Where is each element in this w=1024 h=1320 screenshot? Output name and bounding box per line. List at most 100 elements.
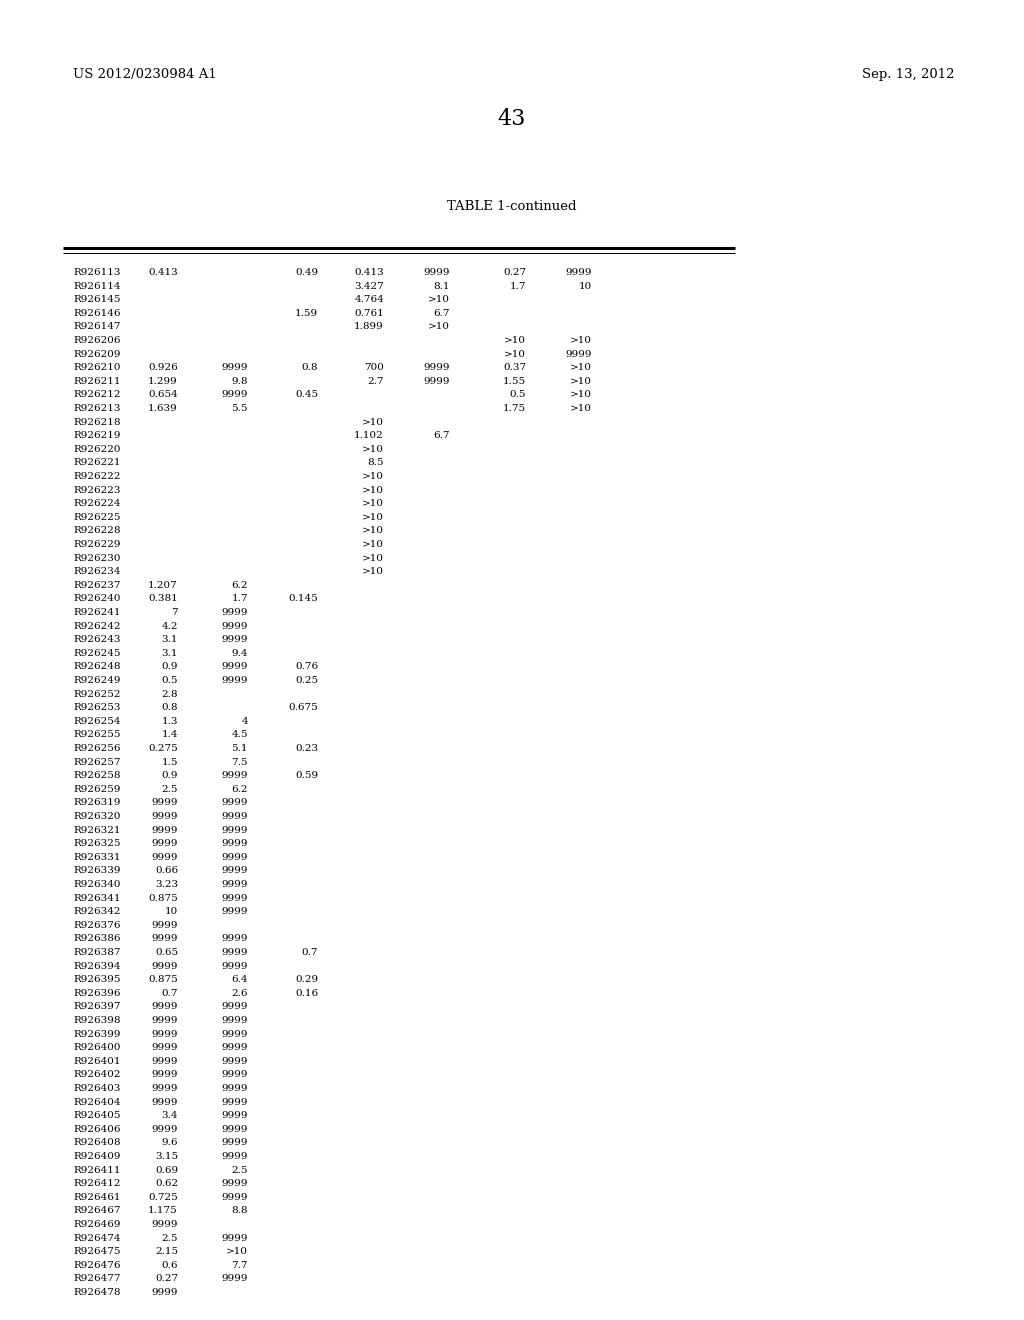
Text: 1.75: 1.75	[503, 404, 526, 413]
Text: R926404: R926404	[73, 1098, 121, 1106]
Text: >10: >10	[362, 540, 384, 549]
Text: R926113: R926113	[73, 268, 121, 277]
Text: 0.9: 0.9	[162, 771, 178, 780]
Text: 9999: 9999	[565, 268, 592, 277]
Text: 0.8: 0.8	[301, 363, 318, 372]
Text: 0.275: 0.275	[148, 744, 178, 752]
Text: 9999: 9999	[152, 1084, 178, 1093]
Text: R926340: R926340	[73, 880, 121, 888]
Text: 9999: 9999	[221, 363, 248, 372]
Text: 9999: 9999	[424, 376, 450, 385]
Text: 5.1: 5.1	[231, 744, 248, 752]
Text: R926206: R926206	[73, 337, 121, 345]
Text: 9999: 9999	[221, 1002, 248, 1011]
Text: 9999: 9999	[152, 1030, 178, 1039]
Text: 9.6: 9.6	[162, 1138, 178, 1147]
Text: R926395: R926395	[73, 975, 121, 985]
Text: >10: >10	[362, 499, 384, 508]
Text: 8.1: 8.1	[433, 281, 450, 290]
Text: 0.23: 0.23	[295, 744, 318, 752]
Text: 3.1: 3.1	[162, 635, 178, 644]
Text: TABLE 1-continued: TABLE 1-continued	[447, 201, 577, 213]
Text: 8.5: 8.5	[368, 458, 384, 467]
Text: 0.29: 0.29	[295, 975, 318, 985]
Text: 2.5: 2.5	[162, 785, 178, 793]
Text: 0.654: 0.654	[148, 391, 178, 400]
Text: 6.7: 6.7	[433, 309, 450, 318]
Text: 3.1: 3.1	[162, 649, 178, 657]
Text: 9999: 9999	[221, 1274, 248, 1283]
Text: 0.675: 0.675	[288, 704, 318, 713]
Text: 9999: 9999	[221, 840, 248, 849]
Text: 0.725: 0.725	[148, 1193, 178, 1201]
Text: R926221: R926221	[73, 458, 121, 467]
Text: R926209: R926209	[73, 350, 121, 359]
Text: R926258: R926258	[73, 771, 121, 780]
Text: 9999: 9999	[221, 1043, 248, 1052]
Text: 0.413: 0.413	[354, 268, 384, 277]
Text: R926475: R926475	[73, 1247, 121, 1257]
Text: 2.8: 2.8	[162, 689, 178, 698]
Text: 2.5: 2.5	[162, 1234, 178, 1242]
Text: R926254: R926254	[73, 717, 121, 726]
Text: 1.207: 1.207	[148, 581, 178, 590]
Text: 0.145: 0.145	[288, 594, 318, 603]
Text: R926252: R926252	[73, 689, 121, 698]
Text: R926400: R926400	[73, 1043, 121, 1052]
Text: 0.25: 0.25	[295, 676, 318, 685]
Text: R926476: R926476	[73, 1261, 121, 1270]
Text: 10: 10	[579, 281, 592, 290]
Text: 4.2: 4.2	[162, 622, 178, 631]
Text: 9999: 9999	[221, 853, 248, 862]
Text: R926331: R926331	[73, 853, 121, 862]
Text: 9999: 9999	[152, 853, 178, 862]
Text: 0.62: 0.62	[155, 1179, 178, 1188]
Text: 1.7: 1.7	[510, 281, 526, 290]
Text: R926398: R926398	[73, 1016, 121, 1026]
Text: R926409: R926409	[73, 1152, 121, 1162]
Text: 9999: 9999	[221, 894, 248, 903]
Text: 0.76: 0.76	[295, 663, 318, 672]
Text: R926147: R926147	[73, 322, 121, 331]
Text: 9999: 9999	[424, 268, 450, 277]
Text: 2.6: 2.6	[231, 989, 248, 998]
Text: 9999: 9999	[152, 1071, 178, 1080]
Text: 7.7: 7.7	[231, 1261, 248, 1270]
Text: >10: >10	[362, 553, 384, 562]
Text: 0.49: 0.49	[295, 268, 318, 277]
Text: 9999: 9999	[152, 812, 178, 821]
Text: R926234: R926234	[73, 568, 121, 577]
Text: 1.59: 1.59	[295, 309, 318, 318]
Text: 0.7: 0.7	[301, 948, 318, 957]
Text: 0.45: 0.45	[295, 391, 318, 400]
Text: R926341: R926341	[73, 894, 121, 903]
Text: R926408: R926408	[73, 1138, 121, 1147]
Text: R926474: R926474	[73, 1234, 121, 1242]
Text: 9999: 9999	[152, 1098, 178, 1106]
Text: R926469: R926469	[73, 1220, 121, 1229]
Text: 9999: 9999	[221, 609, 248, 616]
Text: 9999: 9999	[221, 771, 248, 780]
Text: 4.764: 4.764	[354, 296, 384, 304]
Text: 9.4: 9.4	[231, 649, 248, 657]
Text: 4.5: 4.5	[231, 730, 248, 739]
Text: 9999: 9999	[152, 1057, 178, 1065]
Text: R926253: R926253	[73, 704, 121, 713]
Text: 8.8: 8.8	[231, 1206, 248, 1216]
Text: 9999: 9999	[221, 1030, 248, 1039]
Text: 7: 7	[171, 609, 178, 616]
Text: R926219: R926219	[73, 432, 121, 440]
Text: R926213: R926213	[73, 404, 121, 413]
Text: 0.37: 0.37	[503, 363, 526, 372]
Text: 9999: 9999	[221, 1016, 248, 1026]
Text: R926145: R926145	[73, 296, 121, 304]
Text: >10: >10	[362, 527, 384, 536]
Text: R926387: R926387	[73, 948, 121, 957]
Text: R926402: R926402	[73, 1071, 121, 1080]
Text: 9999: 9999	[152, 1125, 178, 1134]
Text: 1.102: 1.102	[354, 432, 384, 440]
Text: 9999: 9999	[152, 921, 178, 929]
Text: R926229: R926229	[73, 540, 121, 549]
Text: >10: >10	[570, 363, 592, 372]
Text: 0.27: 0.27	[503, 268, 526, 277]
